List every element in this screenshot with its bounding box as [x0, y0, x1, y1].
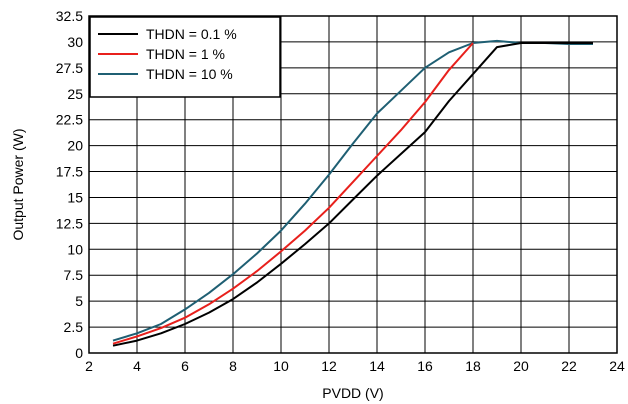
plot-frame: [88, 15, 618, 354]
y-tick-label: 10: [67, 241, 83, 257]
y-tick-label: 5: [75, 293, 83, 309]
y-tick-label: 15: [67, 189, 83, 205]
legend-entry: THDN = 1 %: [146, 46, 225, 62]
x-tick-label: 20: [513, 358, 529, 374]
x-tick-label: 16: [417, 358, 433, 374]
legend-entry: THDN = 0.1 %: [146, 26, 237, 42]
y-tick-label: 25: [67, 86, 83, 102]
y-tick-label: 20: [67, 138, 83, 154]
x-tick-label: 4: [133, 358, 141, 374]
axes: 2 4 6 8 10 12 14 16 18 20 22 2402.557.51012.51517.5…: [56, 8, 625, 374]
y-tick-label: 17.5: [56, 164, 83, 180]
series-line-1: [112, 42, 474, 345]
y-axis-label: Output Power (W): [10, 128, 26, 240]
y-tick-label: 0: [75, 345, 83, 361]
series-line-2: [112, 39, 593, 342]
y-tick-label: 22.5: [56, 112, 83, 128]
y-tick-label: 30: [67, 34, 83, 50]
y-tick-label: 27.5: [56, 60, 83, 76]
x-tick-label: 12: [321, 358, 337, 374]
y-tick-label: 12.5: [56, 215, 83, 231]
x-axis-label: PVDD (V): [322, 385, 383, 401]
legend-entry: THDN = 10 %: [146, 66, 233, 82]
x-tick-label: 10: [273, 358, 289, 374]
series-lines: [112, 39, 593, 347]
legend-box: [89, 16, 281, 98]
y-tick-label: 2.5: [64, 319, 84, 335]
y-tick-label: 32.5: [56, 8, 83, 24]
x-tick-label: 22: [561, 358, 577, 374]
x-tick-label: 24: [609, 358, 625, 374]
series-line-0: [112, 42, 593, 347]
x-tick-label: 18: [465, 358, 481, 374]
x-tick-label: 14: [369, 358, 385, 374]
x-tick-label: 2: [85, 358, 93, 374]
y-tick-label: 7.5: [64, 267, 84, 283]
x-tick-label: 8: [229, 358, 237, 374]
x-tick-label: 6: [181, 358, 189, 374]
legend: THDN = 0.1 % THDN = 1 % THDN = 10 %: [89, 16, 281, 98]
